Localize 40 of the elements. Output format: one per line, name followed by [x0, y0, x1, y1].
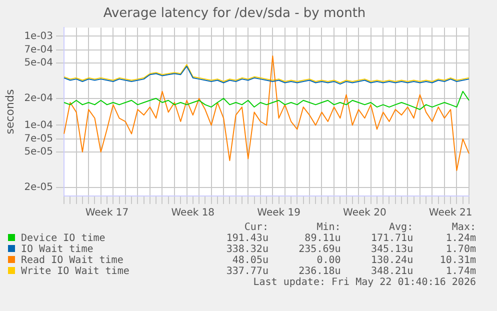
text: Avg:	[388, 222, 414, 233]
text: 337.77u	[225, 266, 270, 277]
legend-label: Read IO Wait time	[20, 255, 124, 266]
text: 345.13u	[370, 244, 414, 255]
text: 10.31m	[438, 255, 477, 266]
chart-title: Average latency for /dev/sda - by month	[103, 6, 366, 22]
text: Min:	[316, 222, 342, 233]
text: 235.69u	[298, 244, 342, 255]
y-tick-label: 5e-05	[24, 146, 54, 158]
text: Cur:	[243, 222, 270, 233]
text: 1.74m	[444, 266, 477, 277]
y-tick-label: 1e-04	[24, 120, 54, 131]
text: 171.71u	[370, 233, 414, 244]
legend-label: IO Wait time	[20, 244, 94, 255]
text: 191.43u	[225, 233, 270, 244]
x-tick-label: Week 19	[257, 208, 300, 219]
text: 1.24m	[444, 233, 477, 244]
text: Max:	[450, 222, 477, 233]
text: 0.00	[316, 255, 342, 266]
x-tick-label: Week 21	[428, 208, 472, 219]
x-tick-label: Week 20	[343, 208, 386, 219]
y-tick-label: 7e-04	[24, 44, 54, 56]
legend-label: Write IO Wait time	[20, 266, 130, 277]
y-tick-label: 2e-05	[24, 182, 54, 193]
text: 130.24u	[370, 255, 414, 266]
text: 1.70m	[444, 244, 477, 255]
text: 89.11u	[304, 233, 342, 244]
legend-label: Device IO time	[20, 233, 106, 244]
text: Last update: Fri May 22 01:40:16 2026	[252, 277, 477, 288]
x-tick-label: Week 17	[85, 208, 129, 219]
text: 338.32u	[225, 244, 270, 255]
y-tick-label: 7e-05	[24, 134, 54, 145]
text: 236.18u	[298, 266, 342, 277]
x-tick-label: Week 18	[171, 208, 215, 219]
y-tick-label: 1e-03	[24, 30, 54, 42]
y-axis-title: seconds	[3, 89, 16, 134]
y-tick-label: 5e-04	[24, 58, 54, 69]
text: 348.21u	[370, 266, 414, 277]
y-tick-label: 2e-04	[24, 93, 54, 104]
text: 48.05u	[231, 255, 270, 266]
